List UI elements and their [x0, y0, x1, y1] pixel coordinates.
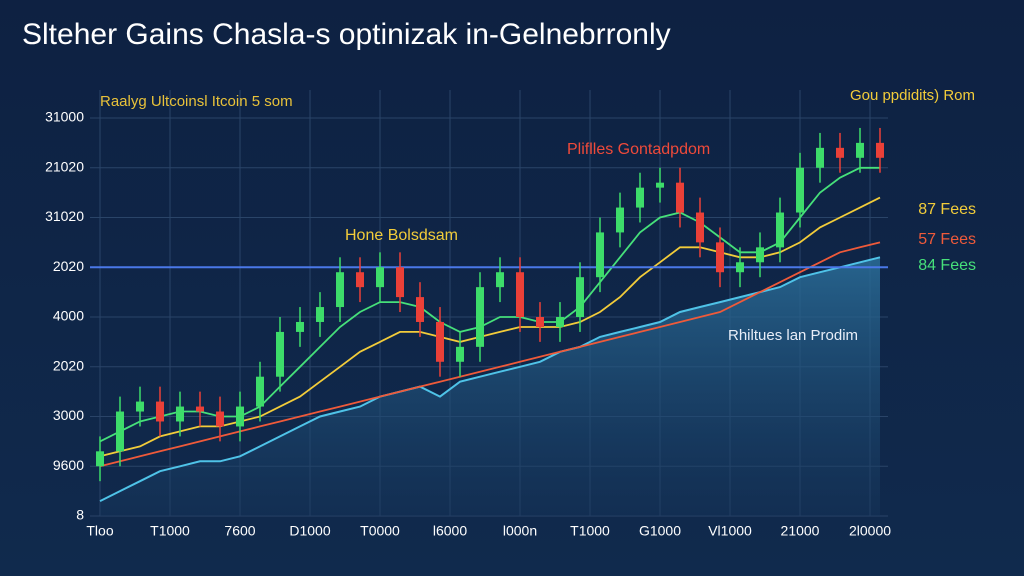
candle-body: [556, 317, 564, 327]
candle-body: [156, 401, 164, 422]
annotation: Hone Bolsdsam: [345, 227, 458, 244]
candle-body: [376, 267, 384, 288]
x-tick-label: 2l0000: [849, 523, 891, 539]
y-tick-label: 2020: [53, 357, 84, 373]
candle-body: [716, 242, 724, 273]
x-tick-label: T0000: [360, 523, 400, 539]
y-tick-label: 3000: [53, 407, 84, 423]
candle-body: [256, 376, 264, 407]
candle-body: [836, 147, 844, 158]
candle-body: [676, 182, 684, 213]
candle-body: [176, 406, 184, 422]
series-end-label: 84 Fees: [918, 257, 976, 274]
annotation: Pliflles Gontadpdom: [567, 141, 710, 158]
candle-body: [536, 317, 544, 327]
candle-body: [316, 307, 324, 322]
annotation: Rhiltues lan Prodim: [728, 327, 858, 344]
candle-body: [396, 267, 404, 298]
candle-body: [96, 451, 104, 467]
series-end-label: 57 Fees: [918, 231, 976, 248]
y-tick-label: 8: [76, 507, 84, 523]
candle-body: [276, 331, 284, 377]
series-end-label: 87 Fees: [918, 201, 976, 218]
x-tick-label: T1000: [570, 523, 610, 539]
y-tick-label: 2020: [53, 258, 84, 274]
candle-body: [616, 207, 624, 233]
candle-body: [336, 272, 344, 308]
candle-body: [436, 321, 444, 362]
candle-body: [816, 147, 824, 168]
candle-body: [596, 232, 604, 278]
x-tick-label: l000n: [503, 523, 537, 539]
y-tick-label: 31000: [45, 109, 84, 125]
line: [99, 196, 881, 458]
candle-body: [236, 406, 244, 427]
chart-title: Slteher Gains Chasla-s optinizak in-Geln…: [22, 18, 671, 51]
candle-body: [736, 262, 744, 273]
x-tick-label: G1000: [639, 523, 681, 539]
y-tick-label: 9600: [53, 457, 84, 473]
candle-body: [636, 187, 644, 208]
x-tick-label: D1000: [289, 523, 330, 539]
candle-body: [456, 346, 464, 362]
candle-body: [476, 287, 484, 347]
candle-body: [576, 277, 584, 317]
candle-body: [696, 212, 704, 243]
candle-body: [356, 272, 364, 288]
line: [99, 241, 881, 468]
x-tick-label: 21000: [781, 523, 820, 539]
candle-body: [296, 321, 304, 332]
x-tick-label: T1000: [150, 523, 190, 539]
y-tick-label: 31020: [45, 208, 84, 224]
y-tick-label: 4000: [53, 308, 84, 324]
candle-body: [856, 142, 864, 158]
candle-body: [516, 272, 524, 317]
candle-body: [216, 411, 224, 427]
line: [99, 166, 880, 443]
x-tick-label: l6000: [433, 523, 467, 539]
candle-body: [116, 411, 124, 452]
candle-body: [796, 167, 804, 213]
legend-text: Raalyg Ultcoinsl Itcoin 5 som: [100, 93, 293, 110]
candle-body: [876, 142, 884, 158]
area-line: [99, 256, 881, 502]
candle-body: [136, 401, 144, 412]
candle-body: [776, 212, 784, 248]
area: [100, 257, 880, 516]
x-tick-label: Tloo: [86, 523, 113, 539]
x-tick-label: Vl1000: [708, 523, 752, 539]
plot-area: 8 9600 3000 2020 4000 2020 31020 21020 31000 Tloo…: [45, 87, 976, 539]
candle-body: [416, 297, 424, 322]
candle-body: [196, 406, 204, 412]
candle-body: [496, 272, 504, 288]
y-tick-label: 21020: [45, 158, 84, 174]
candle-body: [756, 247, 764, 263]
candle-body: [656, 182, 664, 188]
x-tick-label: 7600: [224, 523, 255, 539]
corner-text: Gou ppdidits) Rom: [850, 87, 975, 104]
